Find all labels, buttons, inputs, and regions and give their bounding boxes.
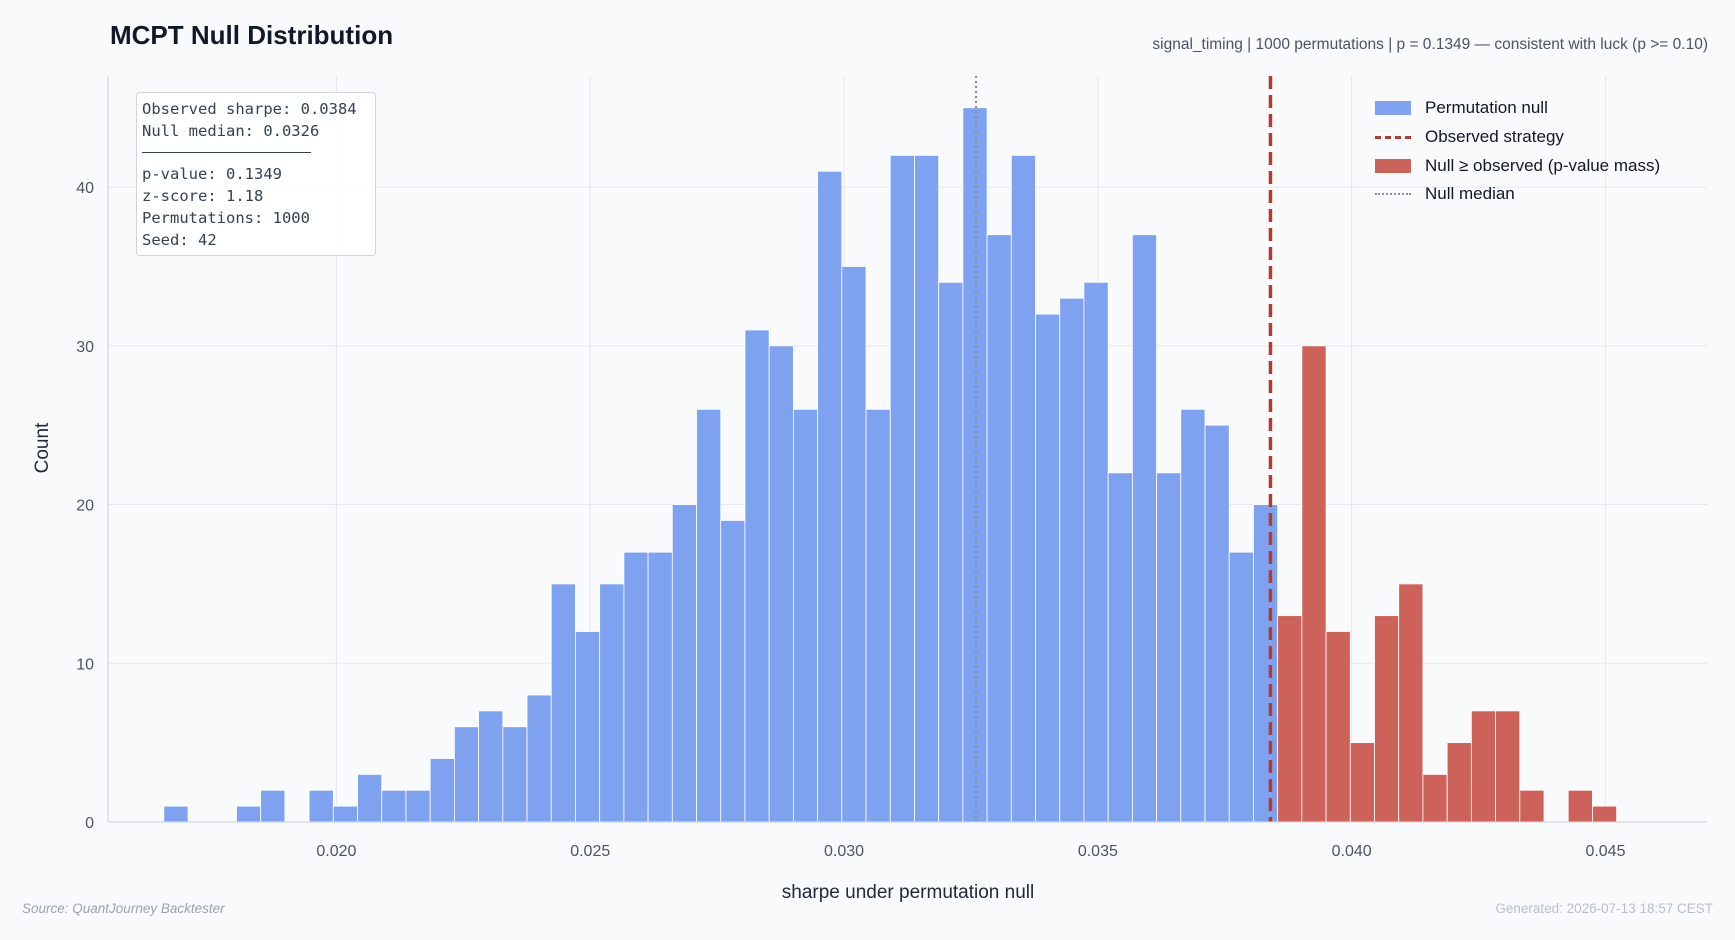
null-median-text: Null median: 0.0326	[142, 122, 320, 140]
null-bar	[1107, 472, 1133, 823]
null-bar	[332, 805, 358, 823]
legend-swatch-mass	[1375, 158, 1411, 173]
null-bar	[429, 758, 455, 823]
x-tick-label: 0.025	[570, 843, 610, 860]
pvalue-mass-bar	[1519, 789, 1545, 823]
y-tick-label: 30	[76, 339, 94, 356]
chart-title: MCPT Null Distribution	[110, 20, 394, 50]
legend-label-observed: Observed strategy	[1425, 127, 1564, 147]
null-bar	[962, 107, 988, 823]
null-bar	[1253, 504, 1279, 823]
x-tick-label: 0.040	[1332, 843, 1372, 860]
y-tick-label: 40	[76, 180, 94, 197]
null-bar	[647, 551, 673, 823]
y-axis-label: Count	[32, 422, 53, 473]
chart-subtitle: signal_timing | 1000 permutations | p = …	[1152, 36, 1708, 53]
null-bar	[1010, 154, 1036, 823]
pvalue-mass-bar	[1495, 710, 1521, 823]
z-score-text: z-score: 1.18	[142, 187, 264, 205]
null-bar	[696, 408, 722, 823]
null-bar	[502, 726, 528, 823]
pvalue-mass-bar	[1422, 773, 1448, 823]
y-tick-label: 10	[76, 656, 94, 673]
pvalue-mass-bar	[1325, 631, 1351, 823]
x-tick-label: 0.035	[1078, 843, 1118, 860]
seed-text: Seed: 42	[142, 231, 217, 249]
x-tick-label: 0.020	[316, 843, 356, 860]
y-tick-label: 0	[85, 815, 94, 832]
pvalue-mass-bar	[1592, 805, 1618, 823]
pvalue-mass-bar	[1277, 615, 1303, 823]
null-bar	[817, 170, 843, 823]
null-bar	[478, 710, 504, 823]
null-bar	[889, 154, 915, 823]
legend-swatch-median	[1375, 193, 1411, 196]
null-bar	[720, 520, 746, 823]
chart-legend: Permutation null Observed strategy Null …	[1375, 94, 1660, 209]
pvalue-mass-bar	[1446, 742, 1472, 823]
x-tick-label: 0.030	[824, 843, 864, 860]
y-tick-label: 20	[76, 498, 94, 515]
null-bar	[550, 583, 576, 823]
permutations-text: Permutations: 1000	[142, 209, 310, 227]
histogram-bars	[163, 107, 1618, 823]
null-bar	[1059, 297, 1085, 823]
stats-separator	[142, 142, 370, 163]
null-bar	[1083, 281, 1109, 823]
pvalue-mass-bar	[1567, 789, 1593, 823]
null-bar	[236, 805, 262, 823]
null-bar	[914, 154, 940, 823]
null-bar	[575, 631, 601, 823]
null-bar	[768, 345, 794, 823]
null-bar	[938, 281, 964, 823]
null-bar	[1204, 424, 1230, 823]
x-tick-label: 0.045	[1585, 843, 1625, 860]
p-value-text: p-value: 0.1349	[142, 165, 282, 183]
null-bar	[792, 408, 819, 823]
x-axis-label: sharpe under permutation null	[782, 882, 1034, 903]
null-bar	[1180, 408, 1206, 823]
pvalue-mass-bar	[1374, 615, 1400, 823]
null-bar	[260, 789, 286, 823]
pvalue-mass-bar	[1301, 345, 1327, 823]
null-bar	[163, 805, 189, 823]
null-bar	[1228, 551, 1254, 823]
pvalue-mass-bar	[1470, 710, 1496, 823]
source-note: Source: QuantJourney Backtester	[22, 901, 225, 916]
null-bar	[599, 583, 625, 823]
observed-sharpe-text: Observed sharpe: 0.0384	[142, 100, 357, 118]
legend-label-mass: Null ≥ observed (p-value mass)	[1425, 155, 1661, 175]
null-bar	[405, 789, 431, 823]
legend-item-pvalue-mass: Null ≥ observed (p-value mass)	[1375, 151, 1660, 180]
null-bar	[453, 726, 480, 823]
null-bar	[623, 551, 649, 823]
null-bar	[1035, 313, 1061, 823]
null-bar	[357, 773, 383, 823]
axes: 0.020 0.025 0.030 0.035 0.040 0.045 0 10 20 30 40	[76, 76, 1707, 860]
stats-annotation-box: Observed sharpe: 0.0384 Null median: 0.0…	[136, 92, 376, 256]
generated-timestamp: Generated: 2026-07-13 18:57 CEST	[1495, 901, 1713, 916]
null-bar	[1131, 234, 1157, 823]
legend-item-permutation-null: Permutation null	[1375, 94, 1660, 123]
pvalue-mass-bar	[1349, 742, 1375, 823]
null-bar	[381, 789, 407, 823]
null-bar	[671, 504, 697, 823]
legend-item-observed: Observed strategy	[1375, 123, 1660, 152]
null-bar	[841, 266, 867, 823]
null-bar	[308, 789, 334, 823]
null-bar	[1156, 472, 1182, 823]
null-bar	[526, 694, 552, 823]
null-bar	[865, 408, 891, 823]
legend-label-null: Permutation null	[1425, 98, 1548, 118]
legend-item-null-median: Null median	[1375, 180, 1660, 209]
reference-lines	[974, 76, 1273, 822]
legend-swatch-null	[1375, 101, 1411, 116]
legend-swatch-observed	[1375, 135, 1411, 139]
pvalue-mass-bar	[1398, 583, 1424, 823]
null-bar	[744, 329, 770, 823]
legend-label-median: Null median	[1425, 184, 1515, 204]
null-bar	[986, 234, 1012, 823]
